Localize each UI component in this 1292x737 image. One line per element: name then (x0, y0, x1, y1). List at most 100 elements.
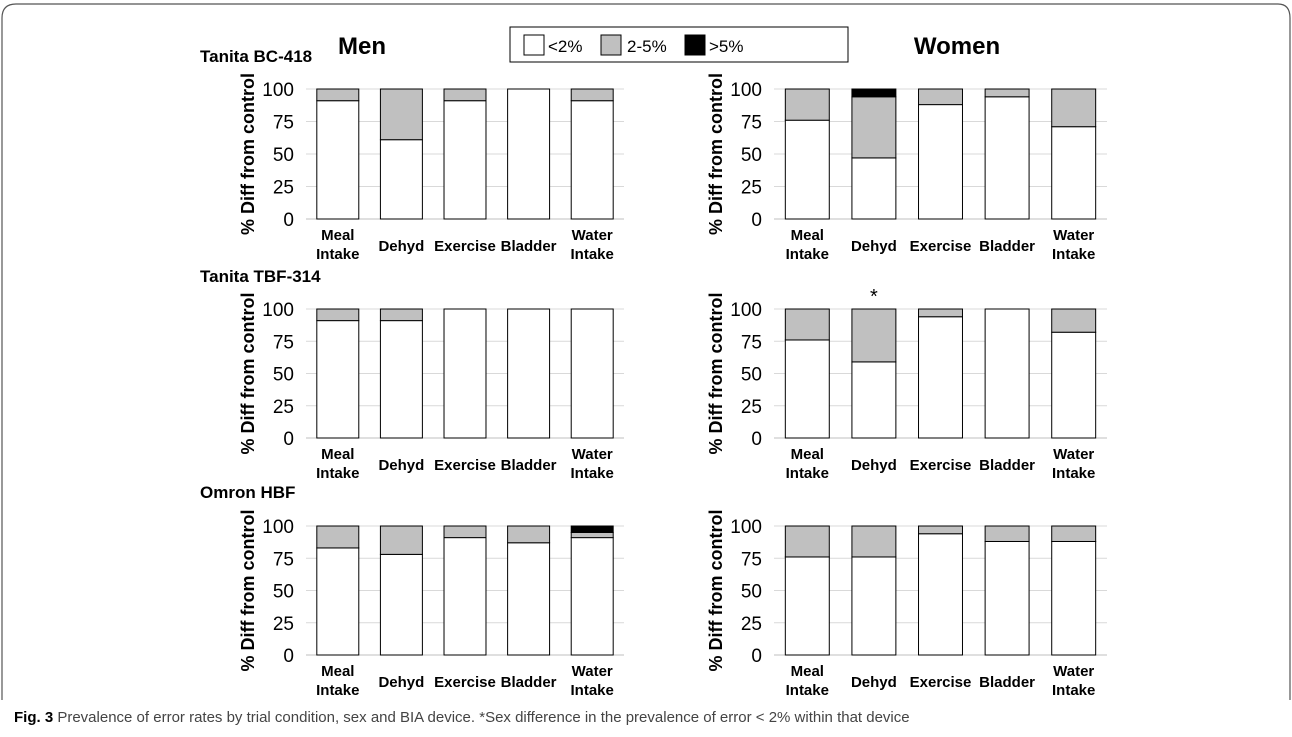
y-tick-label: 100 (262, 300, 294, 321)
x-tick-label: Dehyd (378, 457, 424, 474)
legend-label-lt2: <2% (548, 37, 583, 56)
y-axis-label: % Diff from control (238, 510, 258, 672)
y-tick-label: 100 (730, 80, 762, 101)
device-label: Tanita BC-418 (200, 47, 312, 66)
bar-segment (784, 119, 830, 220)
x-tick-label: Water (572, 227, 613, 244)
y-tick-label: 75 (741, 113, 762, 134)
y-axis-label: % Diff from control (238, 293, 258, 455)
bar-segment (570, 537, 614, 656)
caption-label: Fig. 3 (14, 709, 54, 726)
x-tick-label: Bladder (979, 238, 1035, 255)
bar-segment (784, 88, 830, 121)
figure-border (1, 3, 1291, 700)
bar-segment (379, 139, 423, 220)
x-tick-label: Dehyd (378, 674, 424, 691)
caption-text: Prevalence of error rates by trial condi… (57, 709, 910, 726)
y-tick-label: 50 (741, 365, 762, 386)
x-tick-label: Meal (791, 446, 824, 463)
x-tick-label: Intake (571, 465, 614, 482)
bar-segment (784, 525, 830, 558)
x-tick-label: Bladder (501, 457, 557, 474)
bar-segment (851, 308, 897, 363)
bar-segment (443, 308, 487, 439)
legend-swatch-lt2 (523, 34, 545, 56)
y-tick-label: 50 (273, 582, 294, 603)
bar-segment (851, 556, 897, 656)
bar-segment (851, 88, 897, 98)
y-tick-label: 0 (751, 646, 762, 667)
y-tick-label: 75 (273, 549, 294, 570)
y-tick-label: 0 (283, 210, 294, 231)
x-tick-label: Exercise (434, 238, 496, 255)
x-tick-label: Dehyd (378, 238, 424, 255)
bar-segment (1051, 308, 1097, 333)
y-tick-label: 100 (262, 80, 294, 101)
x-tick-label: Bladder (501, 674, 557, 691)
x-tick-label: Meal (321, 663, 354, 680)
y-tick-label: 75 (273, 113, 294, 134)
bar-segment (443, 88, 487, 102)
bar-segment (918, 88, 963, 106)
chart-panel-1: Tanita BC-418 0 25 50 75 100% Diff from contr… (200, 47, 624, 263)
y-tick-label: 50 (741, 145, 762, 166)
y-tick-label: 0 (283, 646, 294, 667)
device-label: Tanita TBF-314 (200, 267, 321, 286)
bar-segment (984, 96, 1030, 220)
y-tick-label: 25 (741, 614, 762, 635)
x-tick-label: Intake (1052, 682, 1095, 699)
x-tick-label: Exercise (910, 238, 972, 255)
men-title: Men (338, 33, 386, 60)
bar-segment (316, 547, 360, 656)
bar-segment (443, 537, 487, 656)
significance-star: * (870, 286, 878, 308)
bar-segment (507, 88, 551, 220)
bar-segment (851, 96, 897, 159)
x-tick-label: Intake (316, 465, 359, 482)
bar-segment (1051, 126, 1097, 220)
y-tick-label: 25 (741, 178, 762, 199)
bar-segment (507, 308, 551, 439)
x-tick-label: Water (1053, 663, 1094, 680)
bar-segment (316, 320, 360, 439)
bar-segment (570, 525, 614, 533)
y-tick-label: 0 (283, 429, 294, 450)
bar-segment (1051, 525, 1097, 542)
y-axis-label: % Diff from control (706, 73, 726, 235)
legend-box (509, 26, 849, 63)
y-tick-label: 25 (273, 397, 294, 418)
chart-panel-2: 0 25 50 75 100% Diff from control Meal Intake D… (706, 73, 1107, 263)
x-tick-label: Dehyd (851, 457, 897, 474)
x-tick-label: Water (572, 446, 613, 463)
legend-swatch-2to5 (600, 34, 622, 56)
bar-segment (918, 308, 963, 318)
bar-segment (570, 531, 614, 539)
x-tick-label: Meal (321, 446, 354, 463)
bar-segment (379, 525, 423, 555)
legend-label-2to5: 2-5% (627, 37, 667, 56)
y-axis-label: % Diff from control (706, 293, 726, 455)
chart-panel-3: Tanita TBF-314 0 25 50 75 100% Diff from cont… (200, 267, 624, 482)
women-title: Women (914, 33, 1000, 60)
bar-segment (984, 308, 1030, 439)
x-tick-label: Meal (791, 227, 824, 244)
bar-segment (379, 553, 423, 656)
y-tick-label: 0 (751, 210, 762, 231)
x-tick-label: Water (572, 663, 613, 680)
x-tick-label: Exercise (910, 457, 972, 474)
legend: <2% 2-5% >5% (509, 26, 849, 63)
bar-segment (851, 361, 897, 439)
y-tick-label: 0 (751, 429, 762, 450)
bar-segment (1051, 540, 1097, 656)
x-tick-label: Intake (571, 682, 614, 699)
x-tick-label: Intake (786, 465, 829, 482)
x-tick-label: Meal (321, 227, 354, 244)
y-tick-label: 75 (741, 332, 762, 353)
y-tick-label: 75 (273, 332, 294, 353)
y-tick-label: 100 (262, 517, 294, 538)
x-tick-label: Meal (791, 663, 824, 680)
bar-segment (316, 525, 360, 549)
